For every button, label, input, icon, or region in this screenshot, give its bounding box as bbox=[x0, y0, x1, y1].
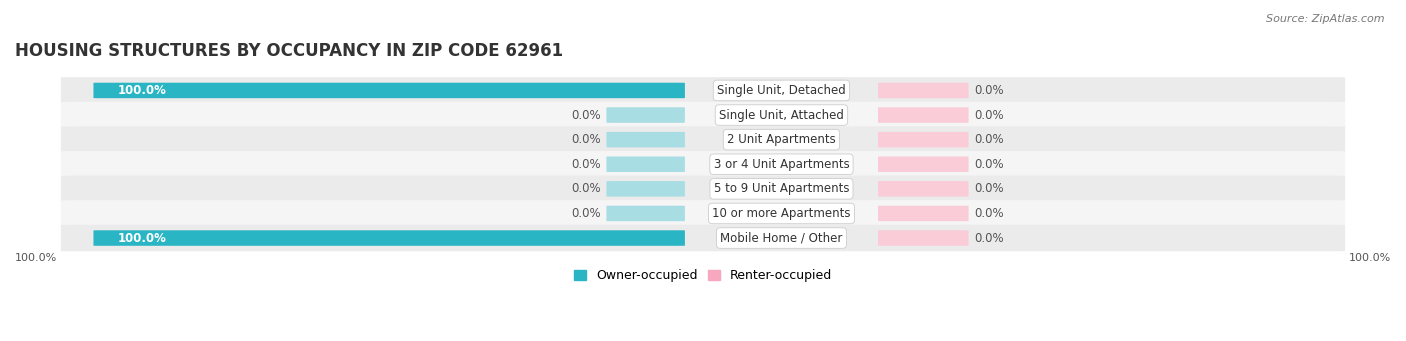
Text: 0.0%: 0.0% bbox=[974, 207, 1004, 220]
Text: 0.0%: 0.0% bbox=[571, 108, 600, 121]
Text: 100.0%: 100.0% bbox=[1348, 253, 1391, 263]
FancyBboxPatch shape bbox=[877, 132, 969, 147]
Text: 0.0%: 0.0% bbox=[974, 232, 1004, 244]
FancyBboxPatch shape bbox=[60, 151, 1346, 178]
FancyBboxPatch shape bbox=[877, 181, 969, 197]
FancyBboxPatch shape bbox=[60, 102, 1346, 128]
FancyBboxPatch shape bbox=[877, 230, 969, 246]
Text: 0.0%: 0.0% bbox=[571, 182, 600, 195]
FancyBboxPatch shape bbox=[606, 132, 685, 147]
FancyBboxPatch shape bbox=[93, 230, 685, 246]
Text: Single Unit, Attached: Single Unit, Attached bbox=[718, 108, 844, 121]
FancyBboxPatch shape bbox=[60, 200, 1346, 227]
Text: 0.0%: 0.0% bbox=[571, 207, 600, 220]
FancyBboxPatch shape bbox=[93, 83, 685, 98]
Text: 0.0%: 0.0% bbox=[974, 84, 1004, 97]
Text: Single Unit, Detached: Single Unit, Detached bbox=[717, 84, 846, 97]
Text: 0.0%: 0.0% bbox=[974, 133, 1004, 146]
FancyBboxPatch shape bbox=[877, 107, 969, 123]
Text: 100.0%: 100.0% bbox=[118, 84, 166, 97]
Text: 2 Unit Apartments: 2 Unit Apartments bbox=[727, 133, 835, 146]
Text: 0.0%: 0.0% bbox=[974, 182, 1004, 195]
FancyBboxPatch shape bbox=[606, 206, 685, 221]
Text: 0.0%: 0.0% bbox=[571, 133, 600, 146]
FancyBboxPatch shape bbox=[606, 157, 685, 172]
FancyBboxPatch shape bbox=[60, 176, 1346, 202]
Text: 3 or 4 Unit Apartments: 3 or 4 Unit Apartments bbox=[714, 158, 849, 171]
Text: 100.0%: 100.0% bbox=[118, 232, 166, 244]
Text: 5 to 9 Unit Apartments: 5 to 9 Unit Apartments bbox=[714, 182, 849, 195]
FancyBboxPatch shape bbox=[60, 127, 1346, 153]
Legend: Owner-occupied, Renter-occupied: Owner-occupied, Renter-occupied bbox=[568, 264, 838, 287]
Text: Mobile Home / Other: Mobile Home / Other bbox=[720, 232, 842, 244]
Text: HOUSING STRUCTURES BY OCCUPANCY IN ZIP CODE 62961: HOUSING STRUCTURES BY OCCUPANCY IN ZIP C… bbox=[15, 42, 564, 60]
FancyBboxPatch shape bbox=[606, 107, 685, 123]
Text: 0.0%: 0.0% bbox=[571, 158, 600, 171]
FancyBboxPatch shape bbox=[877, 83, 969, 98]
Text: 0.0%: 0.0% bbox=[974, 158, 1004, 171]
FancyBboxPatch shape bbox=[877, 157, 969, 172]
FancyBboxPatch shape bbox=[877, 206, 969, 221]
Text: 0.0%: 0.0% bbox=[974, 108, 1004, 121]
FancyBboxPatch shape bbox=[60, 77, 1346, 104]
FancyBboxPatch shape bbox=[606, 181, 685, 197]
Text: Source: ZipAtlas.com: Source: ZipAtlas.com bbox=[1267, 14, 1385, 24]
FancyBboxPatch shape bbox=[60, 225, 1346, 251]
Text: 100.0%: 100.0% bbox=[15, 253, 58, 263]
Text: 10 or more Apartments: 10 or more Apartments bbox=[713, 207, 851, 220]
